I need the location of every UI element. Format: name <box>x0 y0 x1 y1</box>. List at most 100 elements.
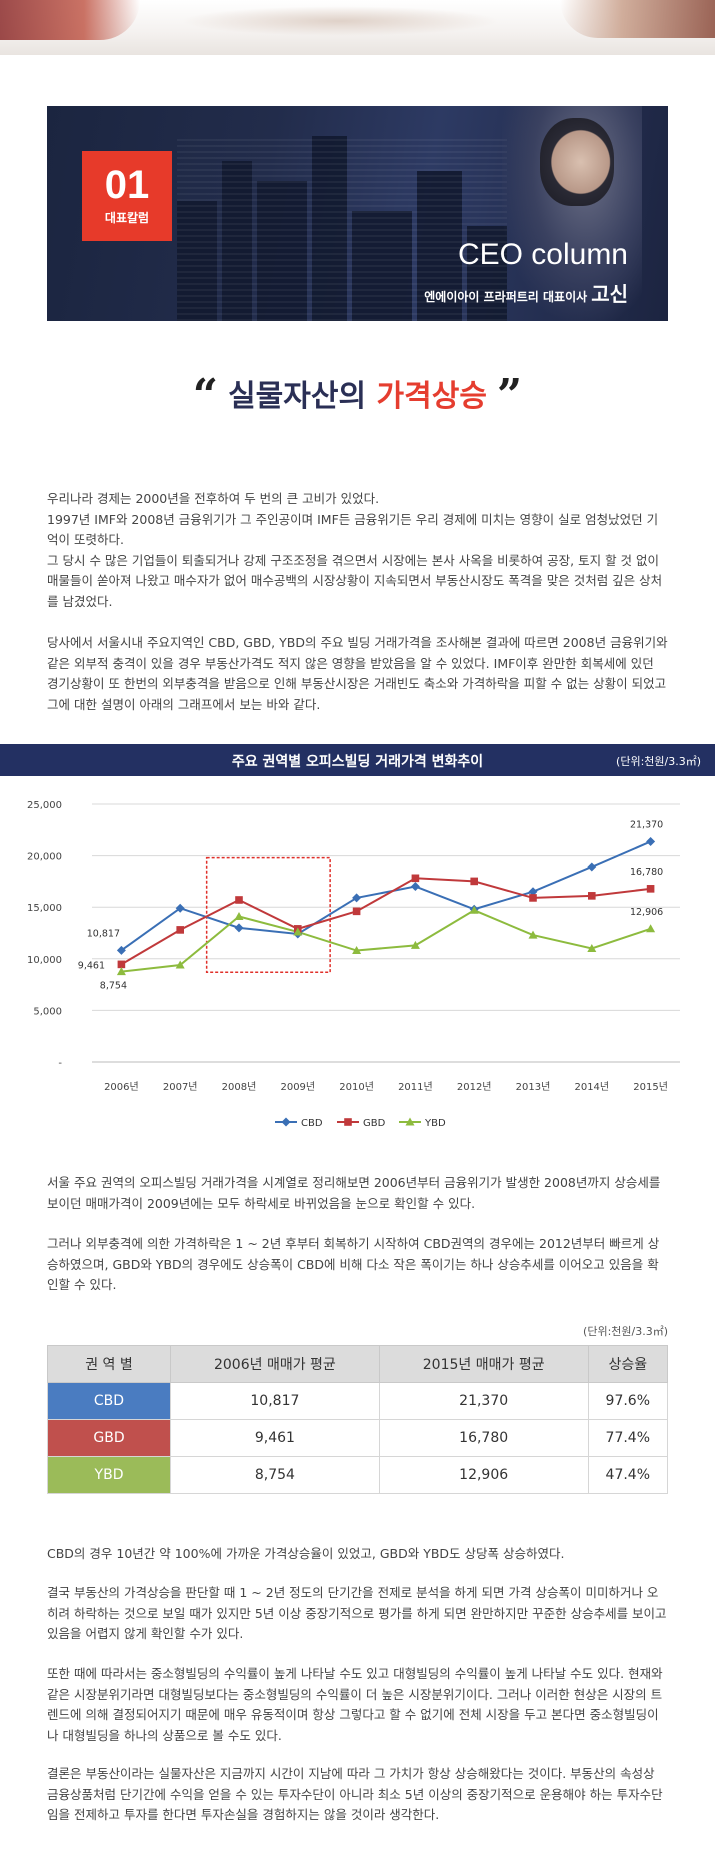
growth-rate-cell: 77.4% <box>587 1419 669 1457</box>
skyline-building <box>222 161 252 321</box>
x-tick-label: 2006년 <box>104 1081 139 1093</box>
skyline-building <box>417 171 462 321</box>
open-quote-icon: “ <box>192 370 219 421</box>
region-cell: YBD <box>47 1456 171 1494</box>
skyline-building <box>177 201 217 321</box>
close-quote-icon: ” <box>496 370 523 421</box>
paragraph-intro: 우리나라 경제는 2000년을 전후하여 두 번의 큰 고비가 있었다. 199… <box>47 491 663 609</box>
data-point-cbd <box>116 945 126 955</box>
portrait-head <box>540 118 614 206</box>
skyline-building <box>352 211 412 321</box>
skyline-windows <box>177 136 507 321</box>
data-point-gbd <box>117 960 126 969</box>
x-tick-label: 2009년 <box>280 1081 315 1093</box>
paragraph-survey: 당사에서 서울시내 주요지역인 CBD, GBD, YBD의 주요 빌딩 거래가… <box>47 635 668 712</box>
author-name: 고신 <box>591 282 628 306</box>
data-point-gbd <box>588 892 596 900</box>
data-point-cbd <box>410 882 420 892</box>
table-row: GBD 9,461 16,780 77.4% <box>47 1419 669 1457</box>
data-point-cbd <box>646 836 656 846</box>
author-position: 엔에이아이 프라퍼트리 대표이사 <box>424 290 588 304</box>
y-tick-label: 10,000 <box>27 955 62 966</box>
data-point-cbd <box>587 862 597 872</box>
x-tick-label: 2007년 <box>163 1081 198 1093</box>
data-point-gbd <box>235 896 243 904</box>
x-tick-label: 2011년 <box>398 1081 433 1093</box>
headline-part1: 실물자산의 <box>228 379 367 414</box>
banner-subtitle: 엔에이아이 프라퍼트리 대표이사 고신 <box>424 278 628 307</box>
table-header: 상승율 <box>587 1345 669 1383</box>
y-tick-label: 5,000 <box>33 1006 62 1017</box>
data-point-gbd <box>470 877 478 886</box>
price-2015-cell: 12,906 <box>378 1456 589 1494</box>
data-label: 16,780 <box>630 867 663 878</box>
data-label: 10,817 <box>87 928 120 939</box>
data-point-cbd <box>281 1117 291 1127</box>
price-2006-cell: 9,461 <box>170 1419 380 1457</box>
ceo-column-banner: 01 대표칼럼 CEO column 엔에이아이 프라퍼트리 대표이사 고신 <box>47 106 668 321</box>
y-tick-label: 25,000 <box>27 800 62 811</box>
data-label: 12,906 <box>630 907 663 918</box>
data-point-gbd <box>529 894 537 902</box>
price-trend-chart: - 5,000 10,000 15,000 20,000 25,000 2006년 2007년… <box>27 800 680 1129</box>
x-tick-label: 2015년 <box>633 1081 668 1093</box>
y-tick-label: 20,000 <box>27 852 62 863</box>
data-point-gbd <box>411 874 420 883</box>
region-cell: GBD <box>47 1419 171 1457</box>
data-point-ybd <box>405 1117 415 1126</box>
data-point-cbd <box>234 923 244 933</box>
skyline-building <box>467 226 507 321</box>
legend-label: CBD <box>301 1118 323 1129</box>
chart-title: 주요 권역별 오피스빌딩 거래가격 변화추이 <box>231 754 484 770</box>
table-row: CBD 10,817 21,370 97.6% <box>47 1382 669 1420</box>
growth-rate-cell: 47.4% <box>587 1456 669 1494</box>
top-decor-strip <box>0 0 715 55</box>
data-point-ybd <box>116 967 126 976</box>
region-cell: CBD <box>47 1382 171 1420</box>
series-line-gbd <box>120 877 651 966</box>
y-tick-label: 15,000 <box>27 903 62 914</box>
chart-unit: (단위:천원/3.3㎡) <box>616 755 701 768</box>
decor-shape <box>560 0 715 38</box>
paragraph-yield: 또한 때에 따라서는 중소형빌딩의 수익률이 높게 나타날 수도 있고 대형빌딩… <box>47 1666 663 1743</box>
data-label: 21,370 <box>630 819 663 830</box>
series-line-ybd <box>121 909 651 973</box>
table-header: 2015년 매매가 평균 <box>378 1345 589 1383</box>
data-point-ybd <box>234 911 244 920</box>
data-point-ybd <box>293 927 303 936</box>
data-label: 9,461 <box>78 960 105 971</box>
data-point-cbd <box>175 903 185 913</box>
ceo-portrait <box>502 106 642 321</box>
data-label: 8,754 <box>100 981 127 992</box>
x-tick-label: 2010년 <box>339 1081 374 1093</box>
price-2006-cell: 8,754 <box>170 1456 380 1494</box>
data-point-ybd <box>646 924 656 933</box>
badge-label: 대표칼럼 <box>104 211 150 225</box>
data-point-gbd <box>352 907 361 916</box>
table-header-row: 권 역 별 2006년 매매가 평균 2015년 매매가 평균 상승율 <box>47 1345 669 1383</box>
y-tick-label: - <box>58 1058 62 1069</box>
decor-shape <box>0 0 140 40</box>
paragraph-conclusion: 결론은 부동산이라는 실물자산은 지금까지 시간이 지남에 따라 그 가치가 항… <box>47 1766 663 1822</box>
data-point-ybd <box>587 943 597 952</box>
price-2006-cell: 10,817 <box>170 1382 380 1420</box>
paragraph-recovery: 그러나 외부충격에 의한 가격하락은 1 ~ 2년 후부터 회복하기 시작하여 … <box>47 1236 660 1292</box>
legend-label: YBD <box>424 1118 446 1129</box>
price-2015-cell: 21,370 <box>378 1382 589 1420</box>
price-summary-table: 권 역 별 2006년 매매가 평균 2015년 매매가 평균 상승율 CBD … <box>47 1345 669 1494</box>
table-header: 2006년 매매가 평균 <box>170 1345 380 1383</box>
headline-part2: 가격상승 <box>376 379 487 414</box>
data-point-ybd <box>528 930 538 939</box>
paragraph-analysis: 결국 부동산의 가격상승을 판단할 때 1 ~ 2년 정도의 단기간을 전제로 … <box>47 1585 667 1641</box>
paragraph-trend: 서울 주요 권역의 오피스빌딩 거래가격을 시계열로 정리해보면 2006년부터… <box>47 1175 661 1211</box>
decor-shape <box>180 6 500 36</box>
data-point-ybd <box>469 905 479 914</box>
price-2015-cell: 16,780 <box>378 1419 589 1457</box>
table-row: YBD 8,754 12,906 47.4% <box>47 1456 669 1494</box>
data-point-cbd <box>528 887 538 897</box>
data-point-ybd <box>410 940 420 949</box>
data-point-gbd <box>344 1118 352 1126</box>
data-point-gbd <box>176 926 184 934</box>
x-tick-label: 2013년 <box>516 1081 551 1093</box>
table-header: 권 역 별 <box>47 1345 171 1383</box>
